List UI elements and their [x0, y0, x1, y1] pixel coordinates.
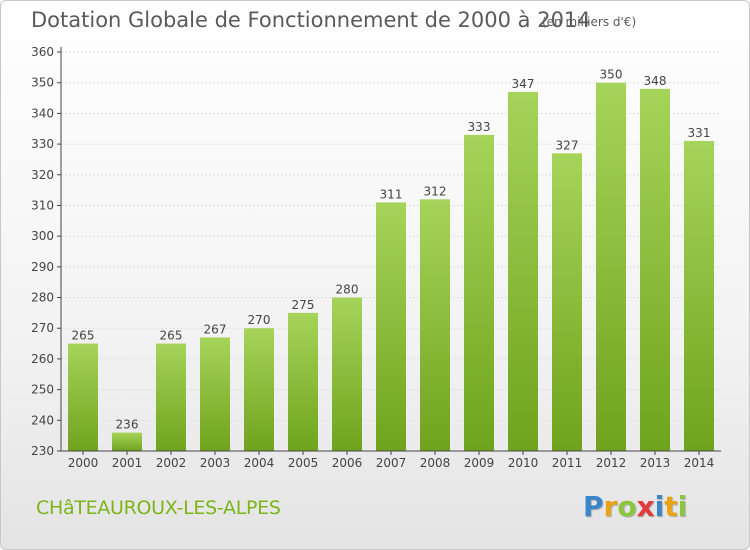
y-tick-label: 290	[31, 260, 54, 274]
bar-value-label: 333	[468, 120, 491, 134]
bar	[596, 82, 626, 451]
x-tick-label: 2013	[640, 456, 671, 470]
y-tick-label: 330	[31, 137, 54, 151]
x-tick-label: 2012	[596, 456, 627, 470]
bar-value-label: 270	[248, 313, 271, 327]
x-tick-label: 2003	[200, 456, 231, 470]
bar-value-label: 312	[424, 184, 447, 198]
logo-letter: i	[654, 490, 665, 523]
bar-value-label: 311	[380, 187, 403, 201]
chart-title: Dotation Globale de Fonctionnement de 20…	[31, 8, 591, 32]
axes: 230 240 250 260 270 280 290 300 310 320 330 340 350 3…	[31, 45, 721, 470]
bar-value-label: 265	[72, 329, 95, 343]
logo-letter: P	[583, 490, 604, 523]
bar-value-label: 350	[600, 68, 623, 82]
commune-name: CHâTEAUROUX-LES-ALPES	[36, 497, 281, 519]
bar	[332, 297, 362, 451]
y-tick-label: 230	[31, 444, 54, 458]
y-tick-label: 350	[31, 76, 54, 90]
y-tick-label: 260	[31, 352, 54, 366]
y-tick-label: 280	[31, 291, 54, 305]
y-tick-label: 270	[31, 321, 54, 335]
x-tick-label: 2005	[288, 456, 319, 470]
bar	[200, 337, 230, 451]
bar-value-label: 331	[688, 126, 711, 140]
y-tick-label: 300	[31, 229, 54, 243]
y-tick-label: 340	[31, 106, 54, 120]
logo-letter: r	[603, 490, 618, 523]
bar	[640, 88, 670, 451]
bar	[244, 328, 274, 451]
bar-value-label: 275	[292, 298, 315, 312]
bar	[156, 343, 186, 451]
bar	[288, 312, 318, 451]
x-tick-label: 2007	[376, 456, 407, 470]
chart-subtitle: (en milliers d'€)	[542, 15, 637, 29]
y-tick-label: 310	[31, 198, 54, 212]
y-tick-label: 360	[31, 45, 54, 59]
bar	[68, 343, 98, 451]
logo-letter: o	[617, 490, 637, 523]
y-tick-label: 240	[31, 413, 54, 427]
proxiti-logo: Proxiti	[583, 490, 687, 523]
bar-value-label: 236	[116, 418, 139, 432]
bar-value-label: 267	[204, 322, 227, 336]
bars: 265 236 265 267 270 275 280 311 312 333 347 327 350 3…	[68, 68, 714, 452]
x-tick-label: 2000	[68, 456, 99, 470]
y-tick-label: 250	[31, 383, 54, 397]
x-tick-label: 2002	[156, 456, 187, 470]
x-tick-label: 2004	[244, 456, 275, 470]
x-tick-label: 2001	[112, 456, 143, 470]
bar	[464, 134, 494, 451]
bar	[684, 141, 714, 451]
x-tick-label: 2009	[464, 456, 495, 470]
x-tick-label: 2008	[420, 456, 451, 470]
bar	[420, 199, 450, 451]
bar-value-label: 265	[160, 329, 183, 343]
bar	[112, 432, 142, 451]
bar-value-label: 280	[336, 283, 359, 297]
x-tick-label: 2006	[332, 456, 363, 470]
x-tick-label: 2011	[552, 456, 583, 470]
bar	[508, 91, 538, 452]
bar	[552, 153, 582, 452]
logo-letter: i	[677, 490, 688, 523]
bar-value-label: 327	[556, 138, 579, 152]
x-tick-label: 2014	[684, 456, 715, 470]
logo-letter: t	[664, 490, 678, 523]
bar	[376, 202, 406, 451]
logo-letter: x	[636, 490, 655, 523]
bar-value-label: 347	[512, 77, 535, 91]
x-tick-label: 2010	[508, 456, 539, 470]
bar-value-label: 348	[644, 74, 667, 88]
y-tick-label: 320	[31, 168, 54, 182]
